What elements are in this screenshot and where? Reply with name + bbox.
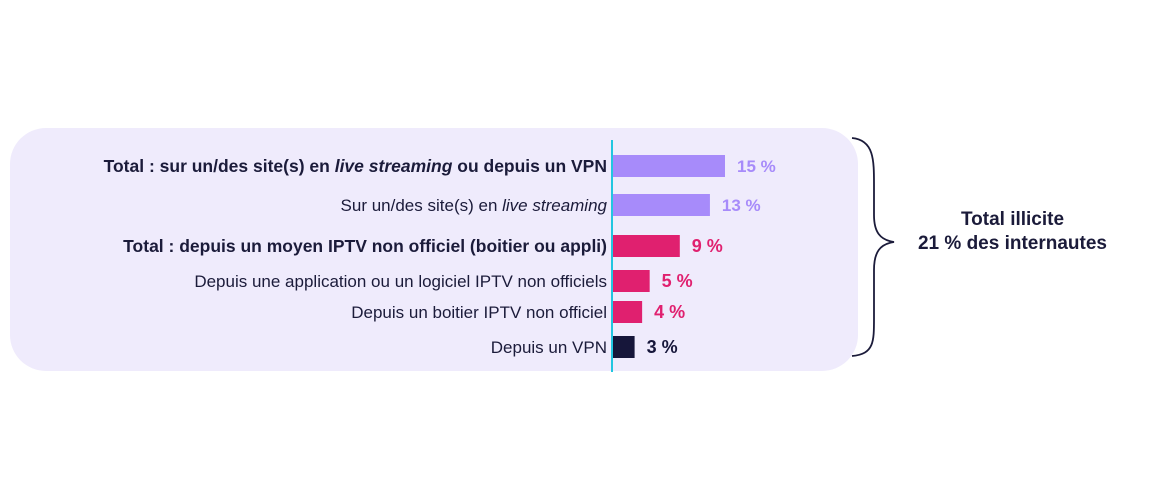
category-label-1: Sur un/des site(s) en live streaming <box>341 196 608 215</box>
bar-1 <box>612 194 710 216</box>
category-label-4: Depuis un boitier IPTV non officiel <box>351 303 607 322</box>
value-label-0: 15 % <box>737 157 776 176</box>
value-label-4: 4 % <box>654 302 685 322</box>
category-label-5: Depuis un VPN <box>491 338 607 357</box>
value-label-2: 9 % <box>692 236 723 256</box>
category-label-0: Total : sur un/des site(s) en live strea… <box>104 156 607 176</box>
bar-0 <box>612 155 725 177</box>
grouping-brace <box>851 137 895 357</box>
category-label-3: Depuis une application ou un logiciel IP… <box>194 272 607 291</box>
bar-4 <box>612 301 643 323</box>
bar-5 <box>612 336 635 358</box>
annotation-line-2: 21 % des internautes <box>917 233 1108 254</box>
total-illicit-annotation: Total illicite 21 % des internautes <box>900 208 1125 256</box>
category-label-2: Total : depuis un moyen IPTV non officie… <box>123 236 607 256</box>
value-label-5: 3 % <box>647 337 678 357</box>
value-label-1: 13 % <box>722 196 761 215</box>
value-label-3: 5 % <box>662 271 693 291</box>
annotation-line-1: Total illicite <box>960 209 1065 230</box>
bar-2 <box>612 235 680 257</box>
bar-3 <box>612 270 650 292</box>
